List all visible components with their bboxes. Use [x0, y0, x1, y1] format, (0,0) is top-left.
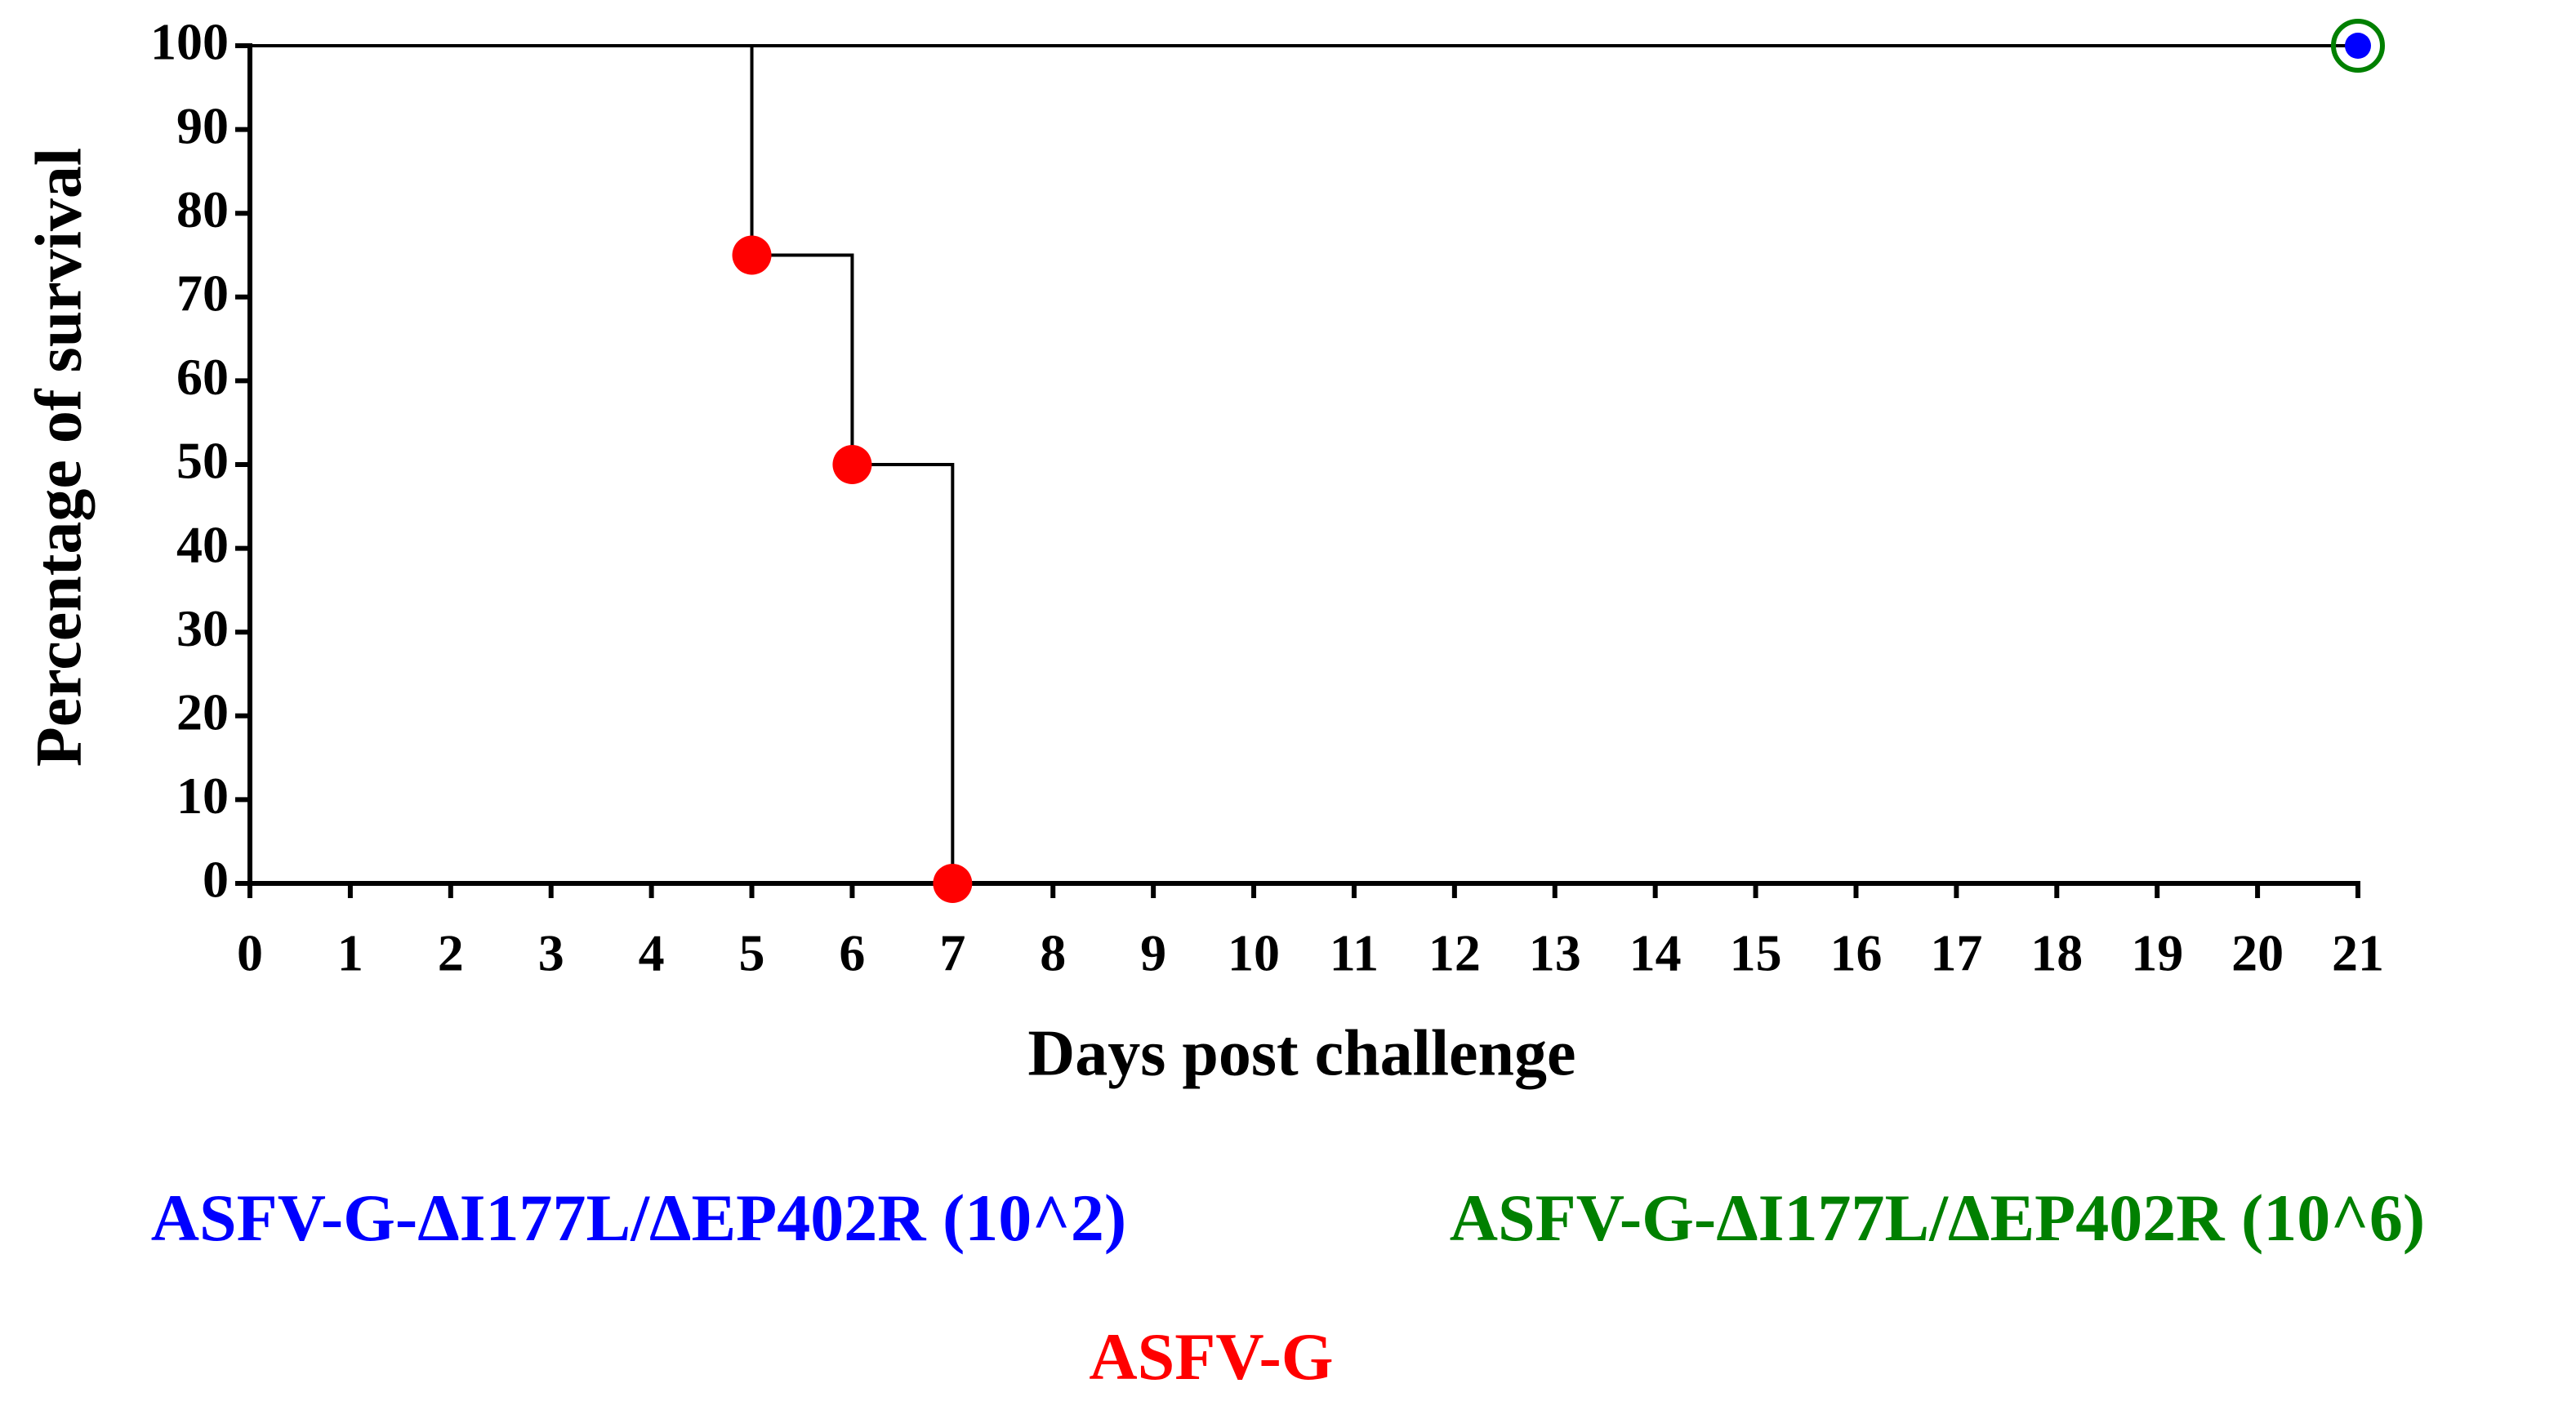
x-tick-label: 6: [839, 924, 865, 982]
x-tick-label: 9: [1140, 924, 1166, 982]
y-tick-label: 90: [176, 96, 229, 154]
y-tick-label: 80: [176, 180, 229, 238]
x-tick-label: 10: [1228, 924, 1280, 982]
y-tick-label: 0: [203, 851, 229, 909]
y-tick-label: 10: [176, 767, 229, 825]
x-tick-label: 8: [1040, 924, 1066, 982]
survival-marker: [732, 235, 772, 275]
x-tick-label: 19: [2131, 924, 2183, 982]
legend-entry: ASFV-G-ΔI177L/ΔEP402R (10^2): [151, 1181, 1126, 1255]
legend-entry: ASFV-G: [1089, 1319, 1333, 1394]
y-tick-label: 70: [176, 264, 229, 322]
survival-marker: [2345, 33, 2371, 59]
survival-marker: [2331, 19, 2385, 73]
x-tick-label: 4: [639, 924, 665, 982]
x-tick-label: 14: [1629, 924, 1682, 982]
x-tick-label: 15: [1730, 924, 1782, 982]
x-tick-label: 3: [538, 924, 564, 982]
x-tick-label: 7: [939, 924, 965, 982]
survival-marker: [933, 864, 973, 903]
x-tick-label: 5: [739, 924, 765, 982]
survival-line: [250, 44, 955, 883]
x-tick-label: 11: [1330, 924, 1379, 982]
y-tick-label: 100: [150, 13, 229, 71]
y-tick-label: 40: [176, 515, 229, 573]
x-tick-label: 2: [438, 924, 464, 982]
x-tick-label: 20: [2231, 924, 2284, 982]
y-tick-label: 30: [176, 599, 229, 657]
survival-marker: [832, 445, 872, 484]
x-tick-label: 13: [1529, 924, 1581, 982]
x-tick-label: 1: [337, 924, 363, 982]
legend-entry: ASFV-G-ΔI177L/ΔEP402R (10^6): [1450, 1181, 2425, 1255]
y-axis-label: Percentage of survival: [23, 148, 95, 767]
x-tick-label: 18: [2030, 924, 2083, 982]
x-tick-label: 16: [1829, 924, 1882, 982]
x-axis-label: Days post challenge: [1027, 1017, 1575, 1089]
y-tick-label: 20: [176, 683, 229, 741]
x-tick-label: 0: [237, 924, 263, 982]
x-tick-label: 17: [1930, 924, 1982, 982]
y-tick-label: 50: [176, 432, 229, 490]
x-tick-label: 21: [2332, 924, 2384, 982]
y-tick-label: 60: [176, 348, 229, 406]
x-tick-label: 12: [1428, 924, 1481, 982]
